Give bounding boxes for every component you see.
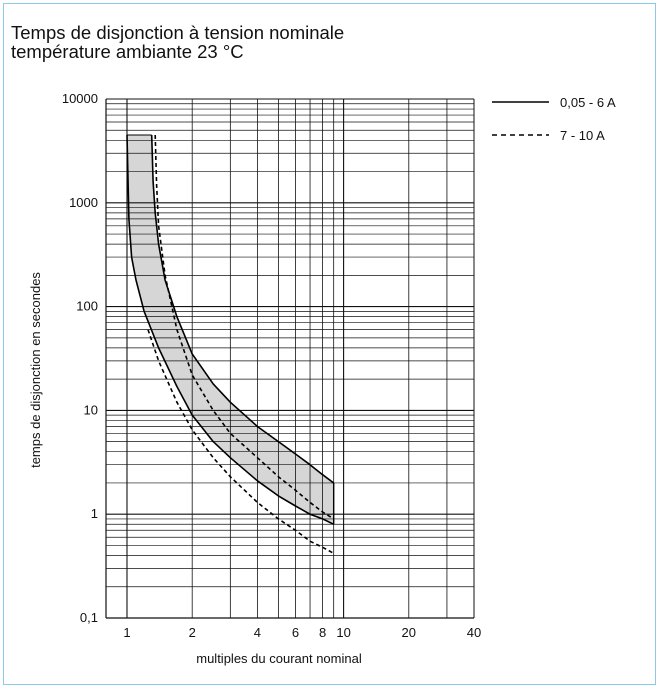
chart-title: Temps de disjonction à tension nominale: [11, 22, 344, 43]
x-tick-label: 4: [254, 625, 261, 640]
chart-subtitle: température ambiante 23 °C: [11, 41, 244, 62]
legend: 0,05 - 6 A 7 - 10 A: [492, 95, 616, 143]
trip-time-chart: 1 2 4 6 8 10 20 40 0,1 1 10 100 1000 10000 Temps de d…: [11, 22, 616, 666]
label-layer: 1 2 4 6 8 10 20 40 0,1 1 10 100 1000 10000: [62, 91, 481, 640]
x-tick-label: 8: [319, 625, 326, 640]
legend-label-solid: 0,05 - 6 A: [560, 95, 616, 110]
x-tick-label: 6: [292, 625, 299, 640]
x-tick-label: 2: [189, 625, 196, 640]
y-tick-label: 100: [76, 299, 98, 314]
y-axis-label: temps de disjonction en secondes: [28, 272, 43, 468]
chart-frame: 1 2 4 6 8 10 20 40 0,1 1 10 100 1000 10000 Temps de d…: [3, 3, 656, 685]
y-tick-label: 10: [84, 402, 98, 417]
x-tick-label: 1: [123, 625, 130, 640]
solid-curve-lower: [126, 134, 335, 526]
y-tick-label: 10000: [62, 91, 98, 106]
y-tick-label: 1000: [69, 195, 98, 210]
grid-layer: [105, 98, 475, 619]
y-tick-label: 0,1: [80, 610, 98, 625]
x-tick-label: 20: [402, 625, 416, 640]
dashed-curve-upper: [154, 134, 335, 520]
legend-label-dashed: 7 - 10 A: [560, 128, 605, 143]
x-tick-label: 10: [336, 625, 350, 640]
x-tick-label: 40: [467, 625, 481, 640]
x-axis-label: multiples du courant nominal: [196, 651, 362, 666]
dashed-curve-lower: [147, 329, 335, 555]
y-tick-label: 1: [91, 506, 98, 521]
solid-curve-upper: [150, 134, 335, 484]
series-layer: [126, 134, 335, 555]
